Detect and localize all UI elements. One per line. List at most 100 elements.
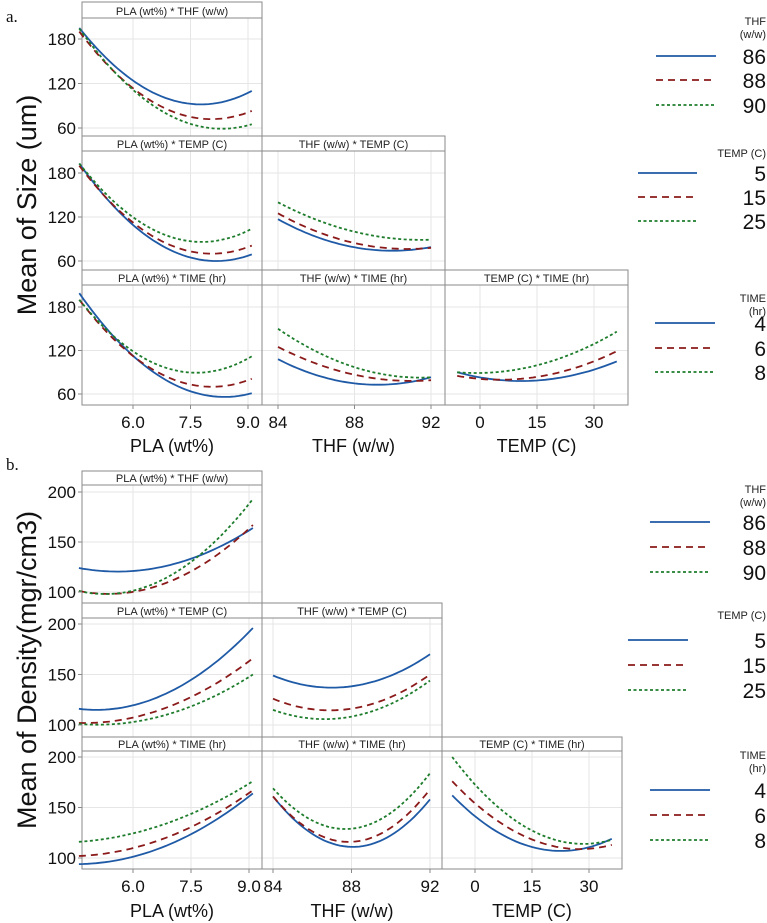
legend-entry: 15 [743, 655, 766, 678]
series-line-4 [78, 792, 254, 865]
legend-entry: 6 [754, 338, 766, 361]
x-axis-label: THF (w/w) [311, 901, 394, 921]
panel-title: PLA (wt%) * TEMP (C) [117, 606, 227, 618]
series-line-6 [457, 350, 618, 381]
series-line-5 [78, 162, 253, 262]
legend-title: (hr) [749, 763, 766, 775]
y-tick-label: 200 [48, 483, 76, 502]
legend: TIME(hr)468 [655, 293, 766, 385]
x-tick-label: 30 [585, 413, 604, 432]
legend: TIME(hr) 468 [650, 750, 766, 853]
series-line-25 [272, 679, 431, 720]
series-line-6 [451, 780, 613, 851]
x-axis-label: THF (w/w) [312, 436, 395, 456]
y-tick-label: 200 [48, 615, 76, 634]
panel-title: TEMP (C) * TIME (hr) [484, 273, 589, 285]
panel-frame [81, 269, 263, 406]
panel-frame [261, 269, 446, 406]
y-tick-label: 60 [57, 252, 76, 271]
series-line-8 [272, 772, 431, 830]
series-line-88 [78, 31, 253, 120]
series-line-8 [78, 299, 253, 374]
x-tick-label: 15 [528, 413, 547, 432]
x-tick-label: 6.0 [121, 877, 145, 896]
panel-title: THF (w/w) * TIME (hr) [298, 739, 405, 751]
x-tick-label: 30 [580, 877, 599, 896]
series-line-25 [277, 201, 432, 241]
panel-title: PLA (wt%) * THF (w/w) [116, 473, 228, 485]
series-line-86 [78, 27, 253, 106]
x-tick-label: 92 [421, 877, 440, 896]
panel-title: THF (w/w) * TEMP (C) [299, 139, 409, 151]
y-tick-label: 100 [48, 849, 76, 868]
panel: PLA (wt%) * TEMP (C) 100 150 200 [48, 602, 263, 738]
x-axis-label: PLA (wt%) [130, 436, 214, 456]
series-line-15 [277, 212, 432, 250]
legend-entry: 88 [743, 537, 766, 560]
panel-title: PLA (wt%) * THF (w/w) [116, 6, 228, 18]
y-tick-label: 100 [48, 583, 76, 602]
legend-entry: 25 [743, 680, 766, 703]
x-axis-label: TEMP (C) [492, 901, 572, 921]
panel: TEMP (C) * TIME (hr) [444, 269, 629, 406]
panel: PLA (wt%) * TIME (hr) 100 150 200 [48, 736, 263, 870]
legend-entry: 5 [754, 163, 766, 186]
legend-title: TIME [740, 293, 766, 305]
panel-frame [81, 602, 263, 738]
series-line-8 [277, 328, 432, 379]
series-line-6 [78, 789, 254, 857]
legend-title: TIME [740, 750, 766, 762]
y-tick-label: 120 [48, 342, 76, 361]
x-tick-label: 15 [523, 877, 542, 896]
panel-frame [81, 470, 263, 604]
legend-entry: 86 [743, 46, 766, 69]
legend-title: THF [745, 484, 767, 496]
panel-title: PLA (wt%) * TEMP (C) [117, 139, 227, 151]
series-line-4 [456, 360, 618, 382]
series-line-15 [78, 657, 254, 724]
legend-entry: 25 [743, 211, 766, 234]
series-line-5 [272, 653, 431, 689]
x-tick-label: 9.0 [237, 877, 261, 896]
panel: THF (w/w) * TIME (hr) [261, 269, 446, 406]
panel: PLA (wt%) * TIME (hr) 60 120 180 [48, 269, 263, 406]
legend-entry: 4 [754, 780, 766, 803]
figure-tag: b. [6, 455, 19, 474]
legend-entry: 88 [743, 70, 766, 93]
x-tick-label: 84 [264, 877, 283, 896]
legend-title: TEMP (C) [717, 148, 766, 160]
y-tick-label: 180 [48, 298, 76, 317]
legend-entry: 90 [743, 95, 766, 118]
x-tick-label: 92 [422, 413, 441, 432]
y-tick-label: 150 [48, 666, 76, 685]
panel: PLA (wt%) * THF (w/w) 60 120 180 [48, 1, 263, 138]
legend-entry: 8 [754, 362, 766, 385]
legend-entry: 6 [754, 805, 766, 828]
legend-entry: 8 [754, 830, 766, 853]
x-tick-label: 84 [269, 413, 288, 432]
y-tick-label: 60 [57, 385, 76, 404]
series-line-4 [451, 794, 613, 852]
y-axis-label: Mean of Density(mgr/cm3) [12, 511, 42, 829]
x-tick-label: 9.0 [236, 413, 260, 432]
series-line-4 [277, 358, 432, 386]
legend-title: (w/w) [740, 29, 766, 41]
x-tick-label: 88 [345, 413, 364, 432]
series-line-90 [78, 498, 254, 595]
x-tick-label: 7.5 [179, 877, 203, 896]
x-tick-label: 7.5 [179, 413, 203, 432]
series-line-25 [78, 162, 253, 243]
panel: THF (w/w) * TEMP (C) [261, 135, 446, 271]
y-tick-label: 150 [48, 533, 76, 552]
legend-entry: 15 [743, 187, 766, 210]
y-tick-label: 120 [48, 75, 76, 94]
y-tick-label: 180 [48, 30, 76, 49]
panel-title: THF (w/w) * TIME (hr) [300, 273, 407, 285]
legend-title: (hr) [749, 306, 766, 318]
y-tick-label: 180 [48, 164, 76, 183]
